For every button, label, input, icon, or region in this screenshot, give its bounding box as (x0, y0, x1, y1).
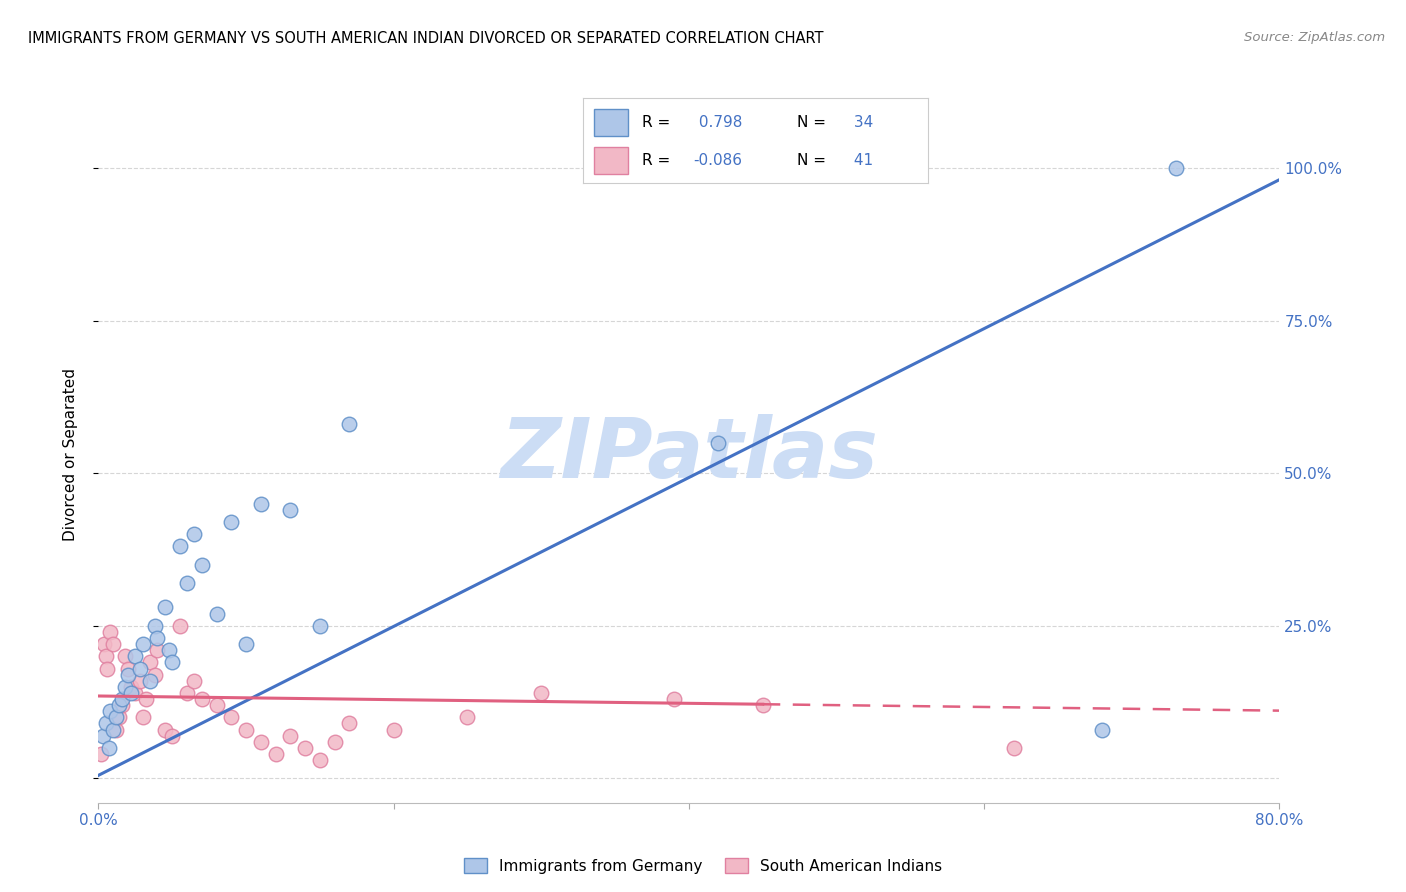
Point (117, 661, 139, 675)
Point (235, 723, 257, 737)
Point (221, 515, 243, 529)
Point (94, 716, 117, 731)
Point (294, 740, 316, 755)
Point (162, 729, 183, 743)
Point (235, 637, 257, 651)
Point (90, 747, 112, 761)
Point (143, 619, 166, 633)
Point (124, 686, 146, 700)
Point (120, 680, 142, 694)
Point (530, 686, 553, 700)
Point (135, 692, 157, 706)
Point (120, 686, 142, 700)
Point (339, 716, 361, 731)
Point (250, 497, 273, 511)
Point (176, 576, 198, 591)
Point (191, 692, 214, 706)
FancyBboxPatch shape (593, 109, 628, 136)
Text: N =: N = (797, 153, 827, 169)
Point (153, 600, 176, 615)
Point (176, 686, 198, 700)
Y-axis label: Divorced or Separated: Divorced or Separated (63, 368, 77, 541)
Point (105, 710, 128, 724)
Point (1166, 161, 1188, 175)
Text: ZIPatlas: ZIPatlas (501, 415, 877, 495)
Point (221, 710, 243, 724)
Point (98, 704, 121, 718)
Point (323, 735, 346, 749)
Point (108, 698, 131, 713)
Point (153, 723, 176, 737)
Point (128, 673, 150, 688)
Point (93, 637, 115, 651)
Point (111, 692, 134, 706)
Point (250, 735, 273, 749)
Text: IMMIGRANTS FROM GERMANY VS SOUTH AMERICAN INDIAN DIVORCED OR SEPARATED CORRELATI: IMMIGRANTS FROM GERMANY VS SOUTH AMERICA… (28, 31, 824, 46)
Point (382, 723, 405, 737)
Point (143, 667, 166, 681)
Point (139, 673, 162, 688)
Point (128, 661, 150, 675)
Point (205, 698, 228, 713)
Point (169, 619, 191, 633)
Point (205, 607, 228, 621)
Point (97, 740, 120, 755)
Point (752, 698, 775, 713)
Point (264, 747, 287, 761)
Text: Source: ZipAtlas.com: Source: ZipAtlas.com (1244, 31, 1385, 45)
Point (280, 729, 302, 743)
Text: N =: N = (797, 115, 827, 130)
Legend: Immigrants from Germany, South American Indians: Immigrants from Germany, South American … (457, 852, 949, 880)
Point (146, 631, 169, 645)
Point (117, 667, 139, 681)
Point (309, 753, 332, 767)
FancyBboxPatch shape (593, 147, 628, 175)
Point (162, 656, 183, 670)
Point (114, 649, 136, 664)
Point (1002, 740, 1025, 755)
Text: 34: 34 (849, 115, 873, 130)
Text: R =: R = (643, 115, 671, 130)
Point (105, 723, 128, 737)
Point (1091, 723, 1114, 737)
Point (183, 527, 205, 541)
Point (114, 680, 136, 694)
Point (157, 643, 180, 657)
Point (124, 649, 146, 664)
Point (339, 417, 361, 432)
Point (132, 637, 155, 651)
Point (91, 729, 114, 743)
Point (139, 656, 162, 670)
Point (280, 503, 302, 517)
Point (664, 692, 686, 706)
Point (132, 710, 155, 724)
Text: 41: 41 (849, 153, 873, 169)
Point (111, 698, 134, 713)
Point (146, 643, 169, 657)
Point (103, 637, 125, 651)
Point (96, 661, 118, 675)
Point (98, 624, 121, 639)
Text: 0.798: 0.798 (693, 115, 742, 130)
Point (191, 558, 214, 572)
Point (183, 673, 205, 688)
Point (707, 435, 730, 450)
Point (103, 723, 125, 737)
Text: R =: R = (643, 153, 671, 169)
Point (94, 649, 117, 664)
Point (457, 710, 479, 724)
Point (169, 540, 191, 554)
Point (108, 710, 131, 724)
Text: -0.086: -0.086 (693, 153, 742, 169)
Point (309, 619, 332, 633)
